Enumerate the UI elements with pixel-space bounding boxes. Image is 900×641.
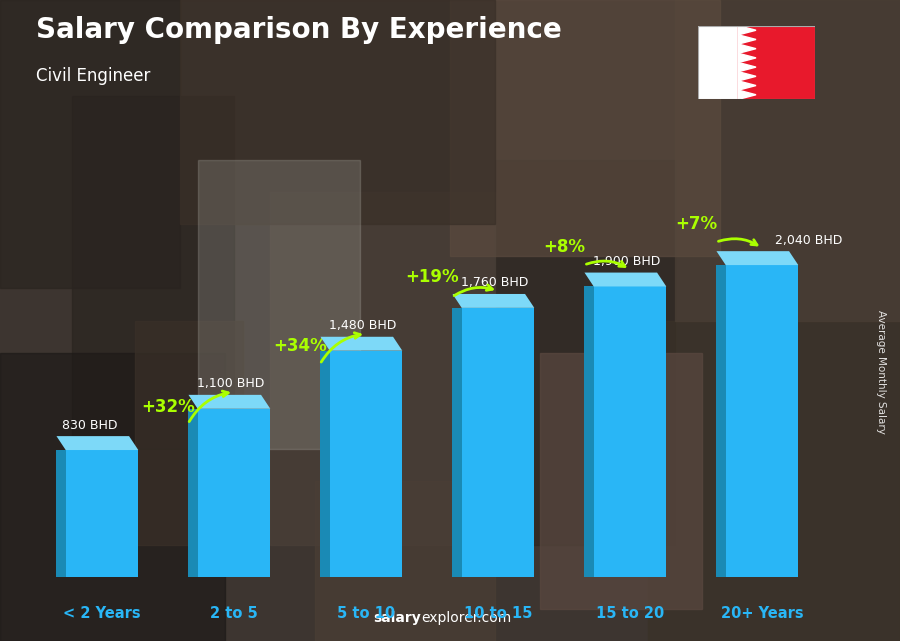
Bar (72, 96, 234, 449)
Text: +19%: +19% (405, 269, 459, 287)
Polygon shape (738, 35, 756, 44)
Text: 20+ Years: 20+ Years (721, 606, 804, 620)
Text: Salary Comparison By Experience: Salary Comparison By Experience (36, 16, 562, 44)
Polygon shape (57, 450, 66, 577)
Bar (66, 450, 139, 577)
Bar (738, 26, 815, 99)
Bar (180, 0, 495, 224)
Polygon shape (188, 395, 270, 409)
Bar (198, 160, 360, 449)
Polygon shape (188, 409, 198, 577)
Text: 10 to 15: 10 to 15 (464, 606, 532, 620)
Bar (675, 0, 900, 320)
Bar (135, 320, 243, 545)
Bar (698, 26, 738, 99)
Polygon shape (716, 265, 725, 577)
Polygon shape (738, 81, 756, 90)
Bar (495, 160, 675, 545)
Polygon shape (716, 251, 798, 265)
Text: Average Monthly Salary: Average Monthly Salary (877, 310, 886, 434)
Text: 830 BHD: 830 BHD (62, 419, 118, 431)
Polygon shape (57, 436, 139, 450)
Text: 1,100 BHD: 1,100 BHD (197, 378, 265, 390)
Text: < 2 Years: < 2 Years (63, 606, 140, 620)
Text: Civil Engineer: Civil Engineer (36, 67, 150, 85)
Polygon shape (584, 272, 666, 287)
Polygon shape (453, 294, 535, 308)
Text: 15 to 20: 15 to 20 (596, 606, 664, 620)
Text: salary: salary (374, 611, 421, 625)
Bar (0, 353, 225, 641)
Bar (450, 0, 720, 256)
Polygon shape (738, 26, 756, 35)
Bar (198, 409, 270, 577)
Polygon shape (738, 53, 756, 62)
Text: +34%: +34% (273, 337, 327, 355)
Polygon shape (738, 72, 756, 81)
Text: 2,040 BHD: 2,040 BHD (775, 233, 842, 247)
Polygon shape (453, 308, 462, 577)
Text: +32%: +32% (141, 399, 195, 417)
Bar (648, 320, 900, 641)
Text: +7%: +7% (675, 215, 717, 233)
Bar (725, 265, 798, 577)
Text: 1,480 BHD: 1,480 BHD (329, 319, 396, 332)
Polygon shape (738, 62, 756, 72)
Text: explorer.com: explorer.com (421, 611, 511, 625)
Text: 2 to 5: 2 to 5 (210, 606, 258, 620)
Bar (462, 308, 535, 577)
Polygon shape (738, 44, 756, 53)
Text: +8%: +8% (543, 238, 585, 256)
Text: 1,900 BHD: 1,900 BHD (593, 255, 661, 268)
Bar (594, 287, 666, 577)
Bar (540, 353, 702, 609)
Polygon shape (738, 90, 756, 99)
Bar (270, 192, 495, 545)
Polygon shape (320, 351, 329, 577)
Bar (0, 0, 180, 288)
Polygon shape (584, 287, 594, 577)
Bar (329, 351, 402, 577)
Text: 5 to 10: 5 to 10 (337, 606, 395, 620)
Text: 1,760 BHD: 1,760 BHD (461, 276, 528, 289)
Polygon shape (320, 337, 402, 351)
Bar (315, 481, 495, 641)
